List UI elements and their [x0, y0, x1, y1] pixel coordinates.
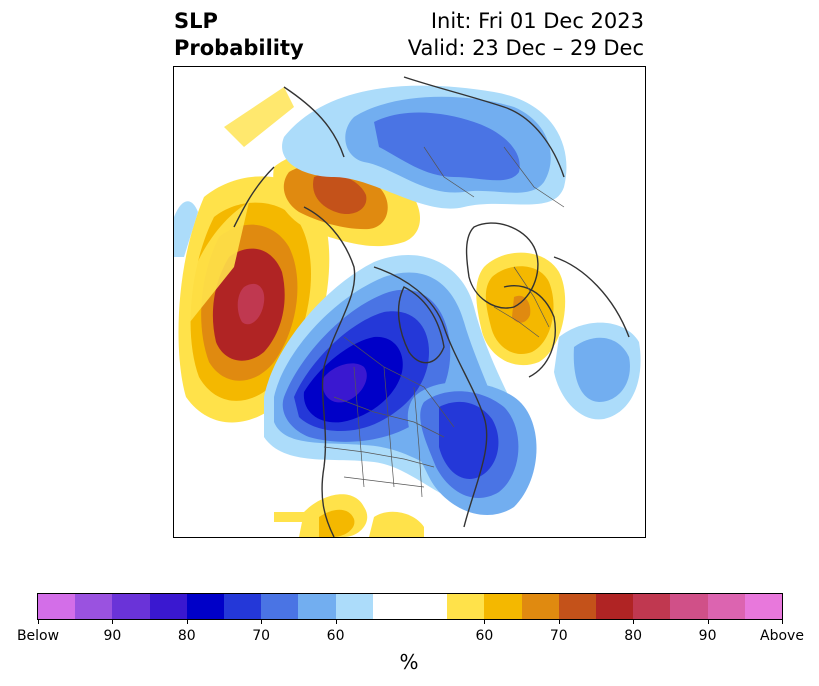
colorbar-tick-label: 80 — [177, 628, 196, 644]
colorbar-tick-label: Above — [760, 628, 804, 644]
colorbar-cell — [744, 594, 783, 619]
map-canvas — [174, 76, 641, 537]
colorbar-tick-label: 70 — [252, 628, 271, 644]
colorbar-tick-label: 60 — [326, 628, 345, 644]
colorbar-tickmark — [38, 619, 39, 624]
pacific-high-contours — [174, 176, 330, 423]
colorbar-cell — [75, 594, 113, 619]
colorbar-cell — [298, 594, 336, 619]
coastlines — [233, 76, 630, 537]
colorbar-cell — [149, 594, 187, 619]
colorbar-cell — [112, 594, 150, 619]
colorbar-tickmark — [186, 619, 188, 624]
colorbar-tick-label: 80 — [624, 628, 643, 644]
colorbar — [37, 593, 783, 620]
valid-label: Valid: 23 Dec – 29 Dec — [407, 36, 644, 60]
colorbar-cell — [38, 594, 76, 619]
run-info: Init: Fri 01 Dec 2023 Valid: 23 Dec – 29… — [408, 8, 644, 62]
colorbar-tick-label: 90 — [103, 628, 122, 644]
colorbar-cell — [224, 594, 262, 619]
colorbar-tick-label: 60 — [475, 628, 494, 644]
siberia-low-contours — [282, 85, 567, 209]
map-title: SLP Probability — [174, 8, 304, 62]
colorbar-cell — [558, 594, 597, 619]
gulf-high-contours — [274, 494, 424, 537]
atlantic-low-contours — [554, 322, 641, 420]
title-line-2: Probability — [174, 36, 304, 60]
colorbar-cell — [670, 594, 708, 619]
colorbar-tickmark — [633, 619, 635, 624]
colorbar-tickmark — [335, 619, 337, 624]
colorbar-tickmark — [782, 619, 783, 624]
colorbar-cell — [707, 594, 745, 619]
colorbar-tick-label: Below — [16, 628, 60, 644]
colorbar-cell — [186, 594, 225, 619]
probability-map — [173, 66, 646, 538]
colorbar-tickmark — [558, 619, 560, 624]
colorbar-tickmark — [484, 619, 486, 624]
colorbar-tick-label: 70 — [549, 628, 568, 644]
east-canada-low-contours — [407, 382, 537, 516]
title-line-1: SLP — [174, 9, 218, 33]
colorbar-cell — [596, 594, 634, 619]
colorbar-unit-label: % — [399, 650, 419, 674]
colorbar-cell — [484, 594, 522, 619]
colorbar-cell — [521, 594, 559, 619]
borders — [323, 146, 565, 498]
colorbar-tickmark — [261, 619, 263, 624]
init-label: Init: Fri 01 Dec 2023 — [430, 9, 644, 33]
colorbar-cell — [447, 594, 485, 619]
colorbar-cell — [261, 594, 299, 619]
colorbar-cell — [410, 594, 448, 619]
colorbar-tick-label: 90 — [698, 628, 717, 644]
colorbar-cell — [372, 594, 411, 619]
colorbar-cell — [335, 594, 373, 619]
colorbar-tickmark — [707, 619, 709, 624]
europe-high-contours — [476, 252, 566, 366]
colorbar-tickmark — [112, 619, 114, 624]
colorbar-cell — [633, 594, 671, 619]
